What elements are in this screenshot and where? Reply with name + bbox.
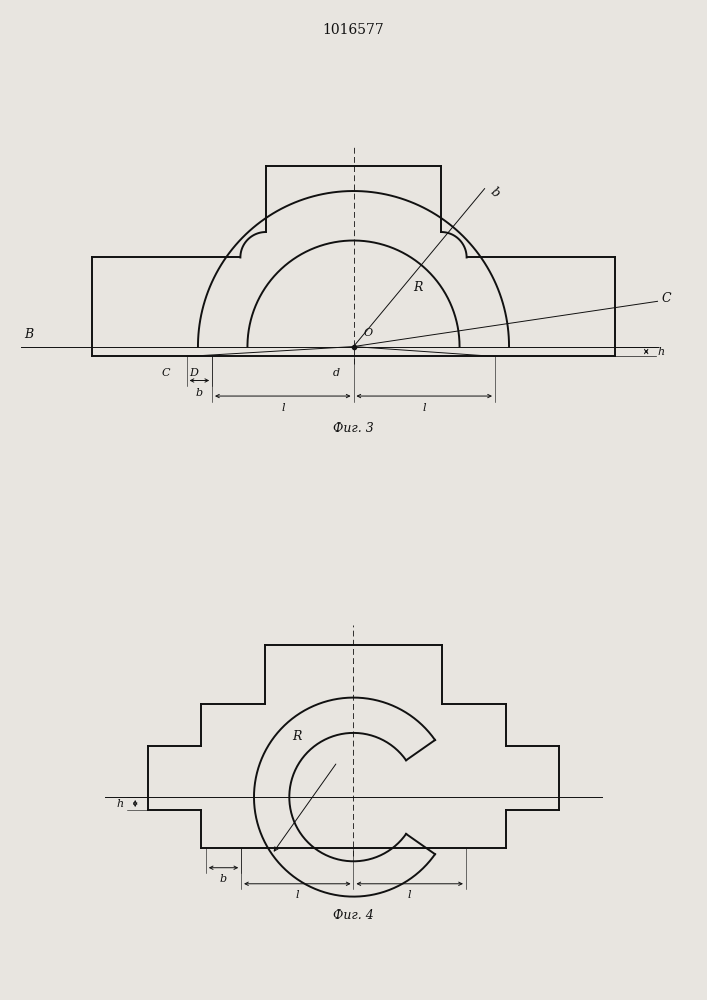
Text: B: B [24, 328, 33, 341]
Text: 1016577: 1016577 [322, 23, 385, 37]
Text: b: b [196, 388, 203, 398]
Text: Фиг. 4: Фиг. 4 [333, 909, 374, 922]
Text: l: l [423, 403, 426, 413]
Text: R: R [414, 281, 423, 294]
Text: D: D [189, 368, 199, 378]
Text: l: l [296, 890, 299, 900]
Text: h: h [658, 347, 665, 357]
Text: b: b [487, 185, 502, 200]
Text: C: C [161, 368, 170, 378]
Text: C: C [662, 292, 672, 305]
Text: R: R [293, 730, 302, 743]
Text: Фиг. 3: Фиг. 3 [333, 422, 374, 435]
Text: b: b [220, 874, 227, 884]
Text: O: O [363, 328, 373, 338]
Text: l: l [408, 890, 411, 900]
Text: h: h [117, 799, 124, 809]
Text: d: d [333, 368, 340, 378]
Text: l: l [281, 403, 284, 413]
